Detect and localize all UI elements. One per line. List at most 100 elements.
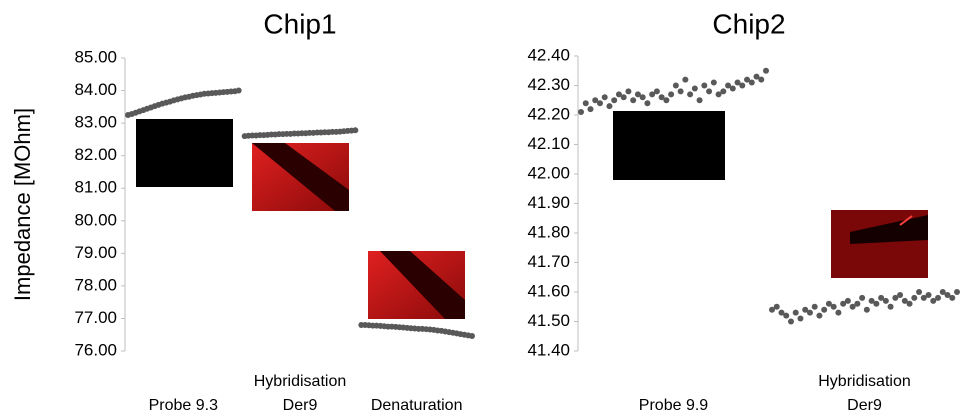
- point: [954, 289, 960, 295]
- y-tick-label: 77.00: [74, 308, 117, 327]
- y-tick-label: 76.00: [74, 340, 117, 359]
- point: [235, 87, 242, 94]
- image: [613, 111, 725, 180]
- point: [710, 79, 717, 86]
- point: [792, 309, 799, 316]
- y-tick-label: 41.90: [527, 193, 570, 212]
- point: [639, 94, 646, 101]
- point: [578, 109, 584, 116]
- y-tick-label: 41.60: [527, 281, 570, 300]
- point: [916, 289, 923, 295]
- point: [830, 303, 837, 310]
- point: [596, 100, 603, 107]
- y-tick-label: 42.40: [527, 45, 570, 64]
- point: [844, 297, 851, 304]
- micrographs: [136, 111, 928, 319]
- x-tick-label: Hybridisation Der9: [818, 373, 911, 414]
- point: [696, 97, 703, 104]
- point: [615, 91, 622, 98]
- point: [949, 294, 956, 301]
- point: [840, 300, 847, 307]
- point: [725, 82, 732, 89]
- x-tick-label: Probe 9.3: [148, 397, 219, 414]
- image: [252, 143, 349, 211]
- y-tick-label: 42.10: [527, 134, 570, 153]
- point: [892, 294, 899, 301]
- y-tick-label: 83.00: [74, 113, 117, 132]
- point: [854, 300, 861, 307]
- point: [758, 76, 765, 83]
- y-tick-label: 42.30: [527, 75, 570, 94]
- y-tick-label: 81.00: [74, 178, 117, 197]
- point: [687, 91, 694, 98]
- y-tick-label: 41.80: [527, 222, 570, 241]
- y-tick-label: 41.70: [527, 252, 570, 271]
- point: [668, 91, 675, 98]
- point: [601, 94, 608, 101]
- point: [920, 294, 927, 301]
- x-tick-label: Hybridisation Der9: [253, 373, 347, 414]
- y-tick-label: 79.00: [74, 243, 117, 262]
- y-tick-label: 41.40: [527, 340, 570, 359]
- point: [901, 297, 908, 304]
- point: [849, 303, 856, 310]
- image: [831, 210, 928, 278]
- point: [715, 91, 722, 98]
- y-tick-label: 42.00: [527, 163, 570, 182]
- chart-title: Chip1: [263, 8, 336, 39]
- point: [469, 333, 475, 340]
- y-tick-label: 80.00: [74, 210, 117, 229]
- x-tick-label: Probe 9.9: [638, 397, 709, 414]
- point: [653, 88, 660, 95]
- point: [620, 94, 627, 101]
- point: [606, 103, 613, 110]
- point: [729, 85, 736, 92]
- point: [625, 88, 632, 95]
- point: [720, 88, 727, 95]
- point: [806, 309, 813, 316]
- point: [677, 88, 684, 95]
- point: [658, 94, 665, 101]
- point: [783, 312, 790, 319]
- point: [821, 306, 828, 313]
- point: [835, 309, 842, 316]
- point: [878, 294, 885, 301]
- point: [906, 300, 913, 307]
- point: [611, 97, 618, 104]
- y-tick-label: 85.00: [74, 47, 117, 66]
- point: [739, 82, 746, 89]
- point: [944, 291, 951, 298]
- point: [706, 88, 713, 95]
- point: [701, 82, 708, 89]
- image: [368, 251, 465, 319]
- point: [868, 297, 875, 304]
- point: [592, 97, 599, 104]
- point: [802, 306, 809, 313]
- point: [644, 100, 651, 107]
- point: [887, 303, 894, 310]
- point: [753, 73, 760, 80]
- point: [672, 82, 679, 89]
- chart-title: Chip2: [712, 8, 785, 39]
- point: [587, 106, 594, 113]
- point: [787, 318, 794, 325]
- point: [925, 291, 932, 298]
- y-tick-label: 78.00: [74, 275, 117, 294]
- point: [748, 79, 755, 86]
- point: [825, 300, 832, 307]
- point: [630, 97, 637, 104]
- y-tick-label: 41.50: [527, 311, 570, 330]
- image: [136, 119, 233, 187]
- point: [352, 127, 359, 134]
- point: [734, 79, 741, 86]
- y-tick-label: 82.00: [74, 145, 117, 164]
- x-tick-label: Denaturation: [370, 397, 463, 414]
- point: [811, 303, 818, 310]
- point: [691, 85, 698, 92]
- point: [797, 315, 804, 322]
- y-tick-label: 42.20: [527, 104, 570, 123]
- point: [634, 91, 641, 98]
- point: [882, 297, 889, 304]
- point: [582, 100, 589, 107]
